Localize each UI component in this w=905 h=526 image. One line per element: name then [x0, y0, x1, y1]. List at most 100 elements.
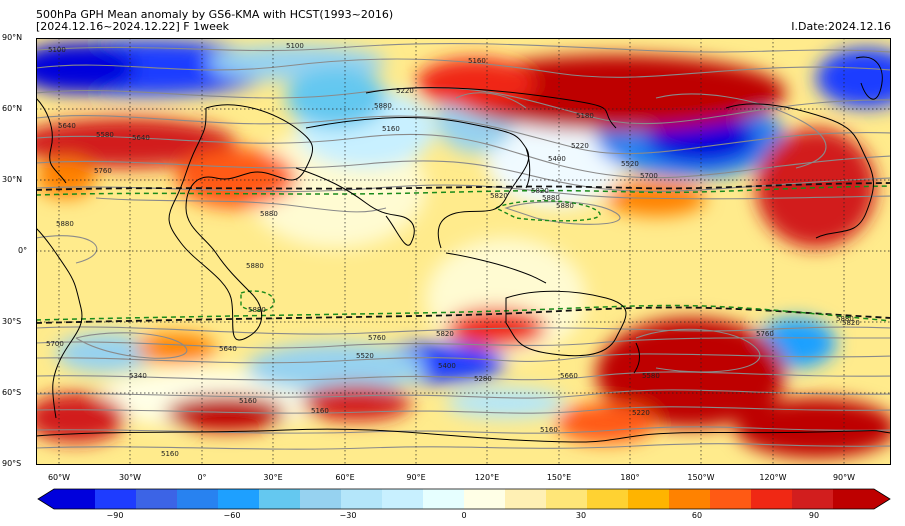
colorbar-cell [546, 489, 588, 509]
colorbar-cell [587, 489, 629, 509]
coastlines [36, 56, 891, 443]
lon-label-90e: 90°E [406, 473, 426, 482]
lat-label-30n: 30°N [2, 175, 23, 184]
5880-cell-africa [240, 290, 275, 312]
anomaly-map: 5100 5100 5160 5220 5880 5160 5180 5220 … [36, 38, 891, 465]
colorbar-cell [464, 489, 506, 509]
colorbar-cell [505, 489, 547, 509]
contour-label: 5400 [548, 155, 566, 163]
lat-label-30s: 30°S [2, 317, 22, 326]
colorbar-max-extend [874, 489, 890, 509]
contour-label: 5660 [560, 372, 578, 380]
colorbar-tick-label: −30 [339, 511, 357, 520]
contour-label: 5760 [368, 334, 386, 342]
colorbar-cell [628, 489, 670, 509]
contour-label: 5160 [468, 57, 486, 65]
lon-label-30w: 30°W [118, 473, 142, 482]
colorbar-tick-label: −90 [106, 511, 124, 520]
contour-label: 5640 [58, 122, 76, 130]
contour-label: 5520 [356, 352, 374, 360]
lon-label-90w: 90°W [832, 473, 856, 482]
contour-label: 5280 [474, 375, 492, 383]
colorbar-tick-label: 0 [461, 511, 467, 520]
contour-label: 5880 [542, 194, 560, 202]
lon-label-120w: 120°W [759, 473, 787, 482]
contour-label: 5820 [436, 330, 454, 338]
colorbar-outline [37, 488, 891, 510]
colorbar-cell [792, 489, 834, 509]
contour-label: 5820 [842, 319, 860, 327]
contour-label: 5220 [396, 87, 414, 95]
subtropical-ridge-south [36, 306, 891, 324]
contour-label: 5160 [161, 450, 179, 458]
lon-label-60w: 60°W [47, 473, 71, 482]
contour-label: 5880 [56, 220, 74, 228]
issue-date: I.Date:2024.12.16 [791, 20, 891, 33]
contour-label: 5880 [374, 102, 392, 110]
contour-label: 5880 [556, 202, 574, 210]
contour-label: 5160 [540, 426, 558, 434]
contour-label: 5640 [219, 345, 237, 353]
contour-label: 5100 [48, 46, 66, 54]
contour-label: 5220 [571, 142, 589, 150]
colorbar-cell [136, 489, 178, 509]
contour-label: 5160 [239, 397, 257, 405]
gph-contours [36, 42, 891, 450]
contour-label: 5880 [260, 210, 278, 218]
lat-label-60s: 60°S [2, 388, 22, 397]
contour-label: 5160 [311, 407, 329, 415]
contour-label: 5580 [96, 131, 114, 139]
lon-label-150w: 150°W [687, 473, 715, 482]
lon-label-60e: 60°E [335, 473, 355, 482]
forecast-period: [2024.12.16~2024.12.22] F 1week [36, 20, 229, 33]
anomaly-fill [36, 40, 891, 458]
contour-label: 5400 [438, 362, 456, 370]
contour-label: 5880 [246, 262, 264, 270]
contour-label: 5640 [132, 134, 150, 142]
colorbar-cell [300, 489, 342, 509]
lat-label-90s: 90°S [2, 459, 22, 468]
colorbar-cell [259, 489, 301, 509]
lon-label-30e: 30°E [263, 473, 283, 482]
contour-label: 5880 [248, 306, 266, 314]
contour-label: 5340 [129, 372, 147, 380]
colorbar [37, 488, 891, 510]
colorbar-tick-label: 60 [691, 511, 703, 520]
lon-label-0: 0° [197, 473, 207, 482]
colorbar-cell [423, 489, 465, 509]
contour-label: 5700 [46, 340, 64, 348]
climatology-ridge-south [36, 304, 891, 322]
contour-label: 5700 [640, 172, 658, 180]
lat-label-90n: 90°N [2, 33, 23, 42]
lat-label-60n: 60°N [2, 104, 23, 113]
colorbar-cell [218, 489, 260, 509]
contour-label: 5760 [756, 330, 774, 338]
lat-lon-grid [36, 38, 891, 465]
lon-label-150e: 150°E [546, 473, 572, 482]
contour-label: 5820 [531, 187, 549, 195]
contour-label: 5180 [576, 112, 594, 120]
colorbar-min-extend [38, 489, 54, 509]
colorbar-cell [382, 489, 424, 509]
5880-cell-pacific [494, 200, 601, 222]
colorbar-cells [37, 488, 891, 510]
colorbar-cell [95, 489, 137, 509]
colorbar-cell [710, 489, 752, 509]
colorbar-tick-label: 90 [808, 511, 820, 520]
map-frame [36, 38, 891, 465]
contour-label: 5820 [490, 192, 508, 200]
colorbar-cell [54, 489, 96, 509]
contour-label-group: 5100 5100 5160 5220 5880 5160 5180 5220 … [46, 42, 860, 458]
lon-label-180: 180° [620, 473, 640, 482]
contour-label: 5100 [286, 42, 304, 50]
contour-label: 5220 [632, 409, 650, 417]
colorbar-cell [833, 489, 875, 509]
colorbar-cell [669, 489, 711, 509]
contour-label: 5160 [382, 125, 400, 133]
lat-label-eq: 0° [18, 246, 28, 255]
contour-label: 5520 [621, 160, 639, 168]
lon-label-120e: 120°E [474, 473, 500, 482]
map-title: 500hPa GPH Mean anomaly by GS6-KMA with … [36, 8, 394, 21]
colorbar-cell [177, 489, 219, 509]
subtropical-ridge-north [36, 182, 891, 191]
